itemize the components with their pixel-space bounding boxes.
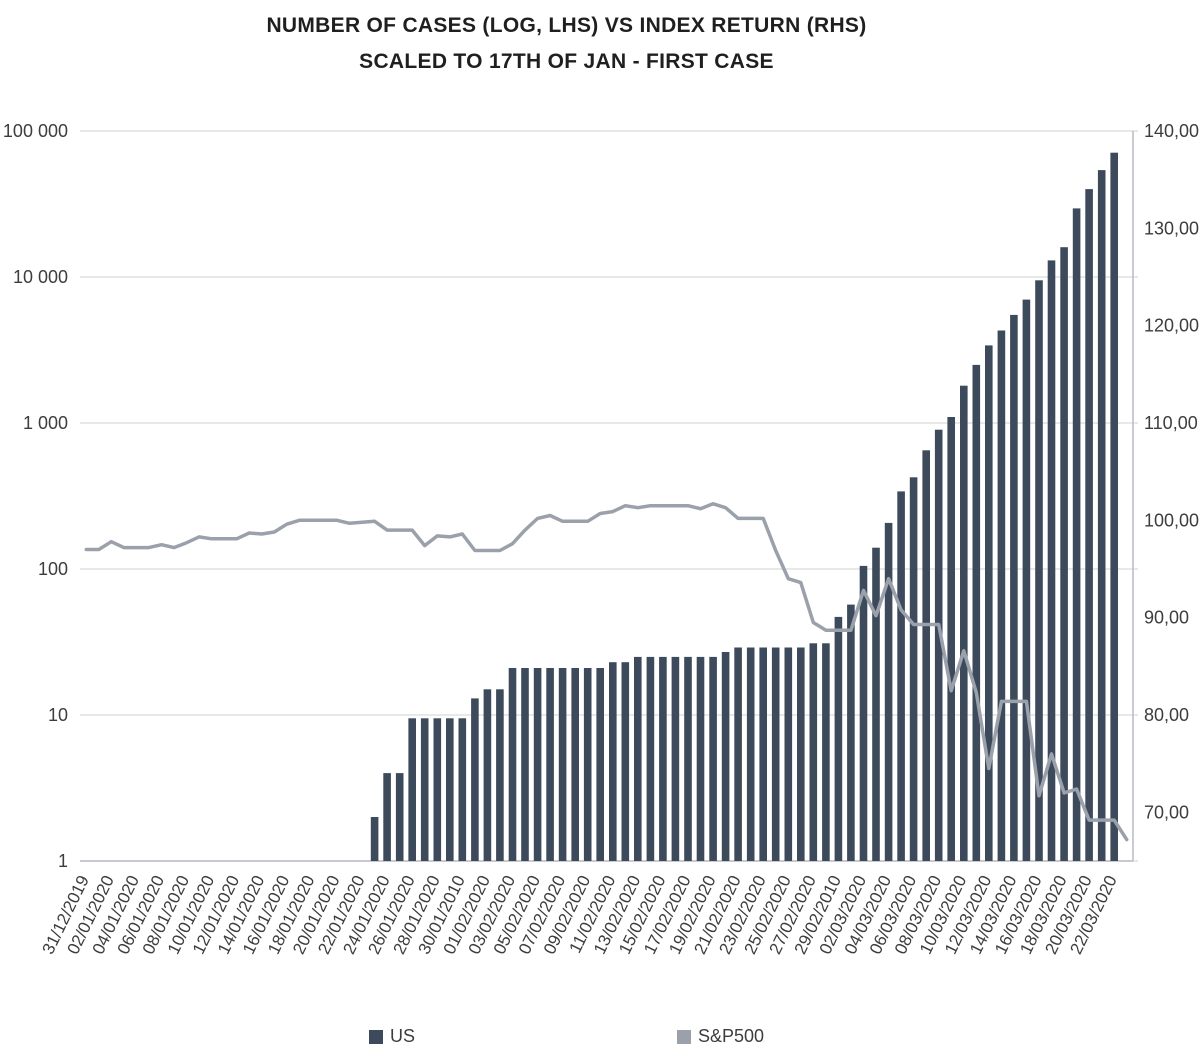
left-axis-tick-label: 1 (58, 851, 68, 871)
us-bar (884, 522, 893, 861)
us-bar (1010, 314, 1018, 861)
us-bar (759, 647, 767, 861)
us-bar (784, 647, 793, 861)
us-bar (997, 330, 1006, 861)
us-bar (546, 668, 554, 861)
right-axis-tick-label: 120,00 (1144, 316, 1199, 336)
us-bar (684, 656, 692, 861)
sp500-legend-swatch (676, 1029, 691, 1044)
us-bar (797, 647, 805, 861)
chart-title-line2: SCALED TO 17TH OF JAN - FIRST CASE (359, 49, 774, 73)
us-bar (1085, 189, 1093, 862)
left-axis-tick-label: 10 000 (13, 267, 68, 287)
us-bar (496, 689, 504, 861)
us-bar (1110, 152, 1118, 861)
us-bar (395, 773, 404, 861)
us-bar (671, 656, 680, 861)
us-bar (659, 656, 667, 861)
us-bar (621, 662, 630, 861)
us-bar (1047, 260, 1056, 861)
left-axis-tick-label: 1 000 (23, 413, 68, 433)
us-bar (458, 718, 467, 861)
us-bar (483, 689, 492, 861)
us-bar (408, 718, 416, 861)
us-bar (822, 643, 830, 861)
us-bar (847, 604, 855, 861)
us-bar (646, 656, 655, 861)
left-axis-tick-label: 10 (48, 705, 68, 725)
us-bar (934, 429, 943, 861)
us-bar (508, 668, 517, 861)
us-bar (947, 417, 955, 861)
us-bar (771, 647, 780, 861)
us-legend-label: US (389, 1026, 415, 1046)
right-axis-tick-label: 70,00 (1144, 802, 1189, 822)
us-bar (897, 491, 905, 861)
us-bar (533, 668, 542, 861)
us-bar (709, 656, 717, 861)
sp500-legend-label: S&P500 (697, 1026, 765, 1046)
us-bar (1097, 170, 1106, 862)
us-bar (571, 668, 579, 861)
us-legend-swatch (368, 1029, 383, 1044)
us-bar (985, 345, 993, 861)
chart-legend: US S&P500 (0, 1026, 1133, 1047)
us-bar (583, 668, 592, 861)
left-axis-tick-label: 100 (38, 559, 68, 579)
us-bar (734, 647, 742, 861)
us-bar (420, 718, 429, 861)
us-bar (558, 668, 567, 861)
us-bar (596, 668, 604, 861)
us-bar (834, 616, 843, 861)
us-bar (609, 662, 617, 861)
us-bar (872, 547, 880, 861)
right-axis-tick-label: 110,00 (1144, 413, 1198, 433)
legend-item-us: US (368, 1026, 415, 1047)
us-bar (909, 477, 918, 861)
us-bar (1022, 299, 1031, 862)
us-bar (809, 643, 818, 861)
us-bar (1060, 247, 1068, 861)
us-bar (960, 385, 968, 861)
us-bar (696, 656, 705, 861)
right-axis-tick-label: 130,00 (1144, 218, 1199, 238)
us-bar (471, 698, 479, 861)
right-axis-tick-label: 80,00 (1144, 705, 1189, 725)
us-bar (433, 718, 442, 861)
legend-item-sp500: S&P500 (676, 1026, 765, 1047)
us-bar (1072, 208, 1081, 861)
us-bar (634, 656, 642, 861)
right-axis-tick-label: 90,00 (1144, 608, 1189, 628)
left-axis-tick-label: 100 000 (3, 121, 68, 141)
us-bar (922, 450, 930, 861)
us-bar (383, 773, 391, 861)
us-bar (1035, 280, 1043, 861)
sp500-line (84, 502, 1129, 842)
us-bar (446, 718, 454, 861)
chart-title: NUMBER OF CASES (LOG, LHS) VS INDEX RETU… (0, 8, 1133, 79)
us-bar (721, 652, 730, 861)
right-axis-tick-label: 100,00 (1144, 510, 1199, 530)
us-bar (370, 817, 379, 861)
us-bar (972, 364, 981, 861)
chart-title-line1: NUMBER OF CASES (LOG, LHS) VS INDEX RETU… (266, 14, 867, 37)
us-bar (521, 668, 529, 861)
us-bar (746, 647, 755, 861)
us-bar (859, 565, 868, 861)
right-axis-tick-label: 140,00 (1144, 121, 1199, 141)
